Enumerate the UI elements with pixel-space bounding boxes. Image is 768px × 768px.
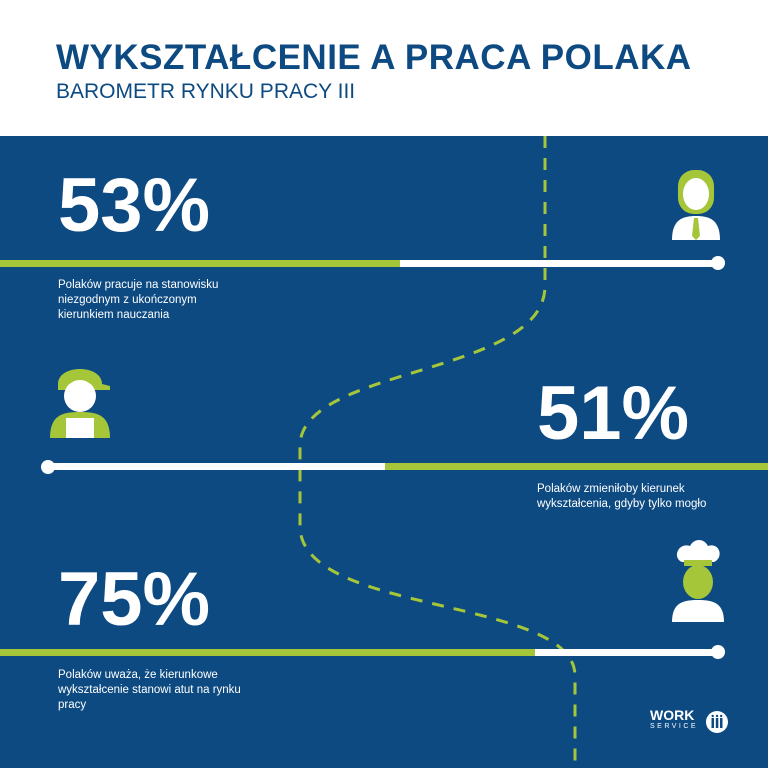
stat-value-3: 75% [58,557,211,642]
dashed-path [298,136,577,768]
stat-value-1: 53% [58,163,211,248]
stat-text-3: Polaków uważa, że kierunkowe wykształcen… [58,669,241,711]
logo-line-1: WORK [650,707,695,723]
progress-fill-2 [385,463,768,470]
mechanic-icon [50,369,110,438]
progress-fill-1 [0,260,400,267]
stat-text-1: Polaków pracuje na stanowisku niezgodnym… [58,279,219,321]
call-center-worker-icon [672,170,720,240]
progress-track-1 [400,260,718,267]
page-title: WYKSZTAŁCENIE A PRACA POLAKA [56,38,692,77]
chef-icon [672,540,724,622]
progress-end-dot-3 [711,645,725,659]
infographic-panel [0,136,768,768]
stat-text-2: Polaków zmieniłoby kierunek wykształceni… [537,483,707,510]
logo-line-2: SERVICE [650,723,699,730]
progress-end-dot-1 [711,256,725,270]
progress-fill-3 [0,649,535,656]
stat-value-2: 51% [537,371,690,456]
page-subtitle: BAROMETR RYNKU PRACY III [56,80,356,103]
work-service-logo: WORK SERVICE [650,708,698,732]
logo-mark-icon [706,711,728,733]
progress-track-3 [535,649,718,656]
progress-track-2 [48,463,385,470]
